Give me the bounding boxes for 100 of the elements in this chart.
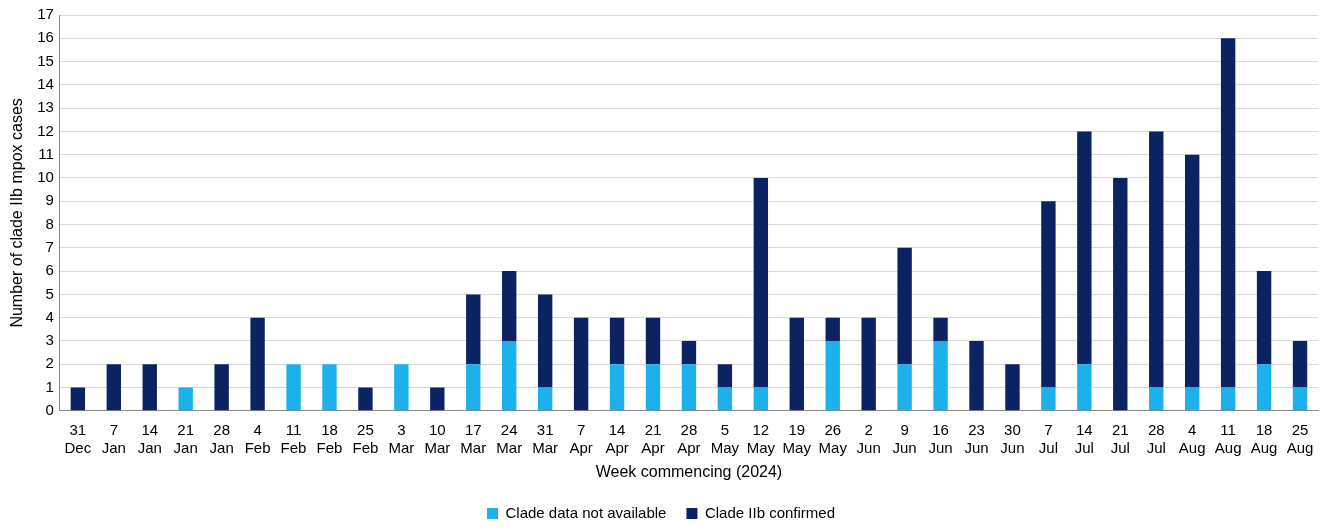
x-tick-label: 7 Apr [569,420,593,456]
x-tick-label: 28 Jul [1146,420,1166,456]
x-tick-label: 21 Jul [1110,420,1130,456]
x-tick-label: 14 Jul [1074,420,1094,456]
y-tick-label: 16 [37,28,54,46]
bar [933,340,948,411]
x-tick-label: 31 Dec [64,420,92,456]
x-tick-label: 19 May [782,420,812,456]
bar [466,294,481,365]
x-tick-label: 9 Jun [892,420,917,456]
bar [1149,387,1164,411]
bar [681,340,697,365]
x-tick-label: 5 May [710,420,740,456]
x-tick-label: 11 Aug [1214,420,1242,456]
x-tick-label: 4 Aug [1178,420,1206,456]
x-tick-label: 17 Mar [460,420,487,456]
x-tick-label: 26 May [818,420,848,456]
y-tick-label: 14 [37,74,54,92]
y-tick-label: 15 [37,51,54,69]
x-tick-label: 18 Aug [1250,420,1278,456]
y-tick-label: 10 [37,168,54,186]
bar [681,364,697,411]
x-tick-label: 18 Feb [316,420,343,456]
bar [358,387,373,411]
x-tick-label: 21 Jan [173,420,198,456]
x-tick-label: 23 Jun [964,420,989,456]
x-tick-label: 10 Mar [424,420,451,456]
y-tick-label: 3 [45,331,54,349]
bar [178,387,193,411]
x-tick-label: 24 Mar [496,420,523,456]
bar [1292,387,1308,411]
x-tick-label: 25 Feb [352,420,379,456]
bar [825,340,840,411]
x-tick-label: 30 Jun [1000,420,1025,456]
bar [430,387,445,411]
bar [70,387,86,411]
x-tick-label: 11 Feb [280,420,307,456]
y-tick-label: 13 [37,98,54,116]
y-tick-label: 9 [45,191,54,209]
x-tick-label: 28 Apr [677,420,701,456]
legend-label: Clade data not available [505,503,667,521]
bar [717,387,733,411]
y-tick-label: 6 [45,261,54,279]
bar [825,317,840,341]
bar [609,317,625,365]
bar [502,271,517,341]
y-tick-label: 7 [45,237,54,255]
x-tick-label: 7 Jul [1038,420,1058,456]
bar [394,364,409,411]
bar [106,364,121,411]
bar [1005,364,1020,411]
bar [645,317,661,365]
bar [142,364,157,411]
bar [286,364,301,411]
bar [753,177,769,388]
y-tick-label: 17 [37,5,54,23]
bar [1113,177,1128,411]
y-tick-label: 12 [37,121,54,139]
x-axis-title: Week commencing (2024) [595,462,783,480]
y-tick-label: 1 [45,377,54,395]
bar [717,364,733,388]
bar [1256,271,1272,365]
bar [933,317,948,341]
legend-label: Clade IIb confirmed [704,503,836,521]
bar [322,364,337,411]
x-tick-label: 12 May [746,420,776,456]
x-tick-label: 16 Jun [928,420,953,456]
bar [250,317,265,411]
bar [1041,387,1056,411]
x-tick-label: 25 Aug [1286,420,1314,456]
y-tick-label: 2 [45,354,54,372]
bar [214,364,229,411]
bar [502,340,517,411]
x-tick-label: 14 Jan [137,420,162,456]
bar [573,317,589,411]
x-tick-label: 7 Jan [101,420,126,456]
bar [1041,201,1056,388]
x-tick-label: 31 Mar [532,420,559,456]
bar [466,364,481,411]
y-tick-label: 5 [45,284,54,302]
bar [789,317,804,411]
bar [537,387,553,411]
bar [897,364,912,411]
bar [609,364,625,411]
x-tick-label: 28 Jan [209,420,234,456]
y-tick-label: 4 [45,307,54,325]
bar [1220,38,1236,388]
y-axis-title: Number of clade IIb mpox cases [8,98,26,328]
bar [1256,364,1272,411]
y-tick-label: 0 [45,400,54,418]
bar [1077,364,1092,411]
bar [753,387,769,411]
bar [1185,154,1200,388]
bar [645,364,661,411]
bar [1220,387,1236,411]
bar [969,340,984,411]
x-tick-label: 2 Jun [856,420,881,456]
y-tick-label: 8 [45,214,54,232]
bar [1292,340,1308,388]
bar [861,317,876,411]
